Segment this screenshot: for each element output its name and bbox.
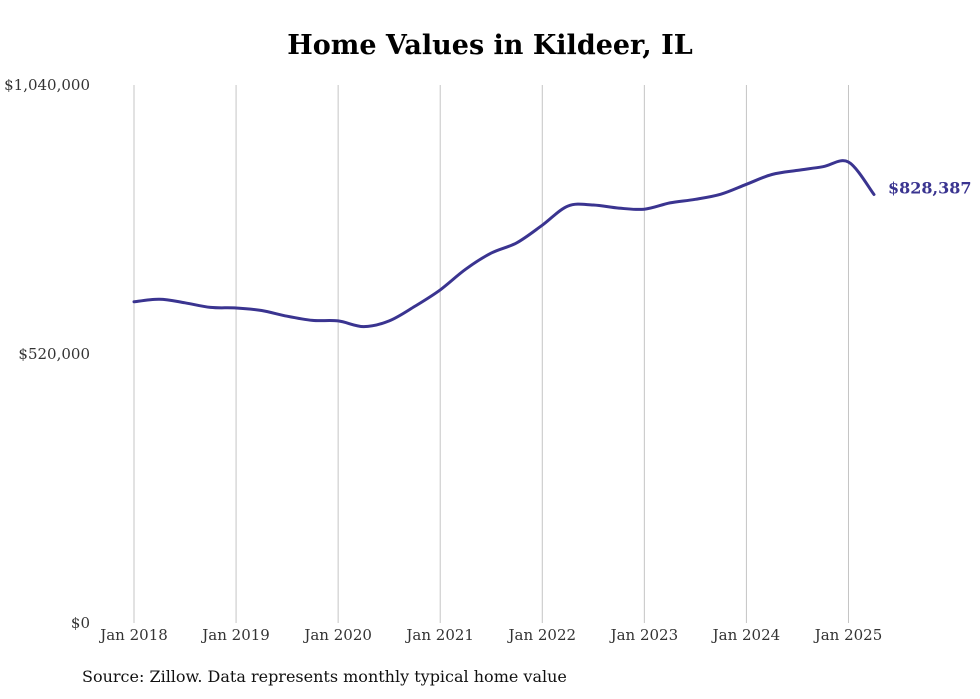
label-layer: $828,387: [888, 178, 972, 197]
x-tick-label: Jan 2025: [813, 626, 883, 644]
x-tick-label: Jan 2022: [506, 626, 576, 644]
series-line: [132, 159, 876, 329]
x-tick-label: Jan 2024: [711, 626, 781, 644]
source-note: Source: Zillow. Data represents monthly …: [82, 667, 567, 686]
x-tick-label: Jan 2023: [609, 626, 679, 644]
series-layer: [132, 159, 876, 329]
grid-lines: [133, 85, 849, 623]
x-tick-label: Jan 2018: [98, 626, 168, 644]
x-tick-label: Jan 2019: [200, 626, 270, 644]
y-tick-label: $1,040,000: [4, 76, 90, 94]
x-tick-label: Jan 2021: [404, 626, 474, 644]
y-axis-ticks: $0 $520,000 $1,040,000: [4, 76, 90, 632]
chart-title: Home Values in Kildeer, IL: [287, 30, 693, 61]
x-tick-label: Jan 2020: [302, 626, 372, 644]
x-axis-ticks: Jan 2018 Jan 2019 Jan 2020 Jan 2021 Jan 2022…: [98, 626, 882, 644]
y-tick-label: $520,000: [18, 345, 90, 363]
end-value-label: $828,387: [888, 178, 972, 197]
y-tick-label: $0: [71, 614, 90, 632]
